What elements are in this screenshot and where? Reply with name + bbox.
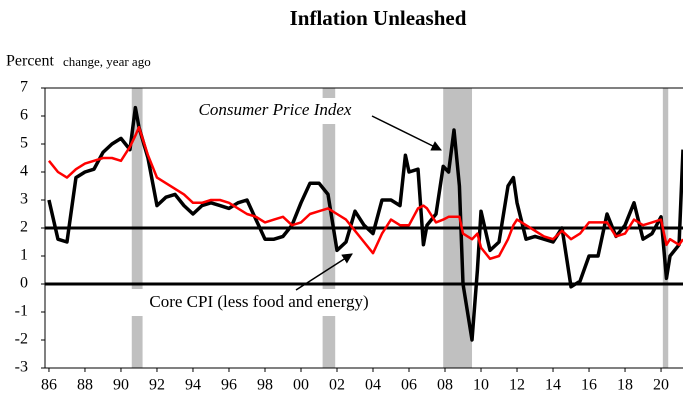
annotation: Core CPI (less food and energy) — [149, 292, 368, 311]
label-bg — [176, 98, 374, 124]
y-tick-label: -2 — [15, 331, 28, 348]
x-tick-label: 94 — [185, 377, 201, 394]
y-axis-note: change, year ago — [63, 54, 151, 69]
y-tick-label: 3 — [20, 191, 28, 208]
line-layer — [45, 105, 683, 342]
x-tick-label: 18 — [617, 377, 633, 394]
x-tick-label: 14 — [545, 377, 561, 394]
x-tick-label: 08 — [437, 377, 453, 394]
x-tick-label: 96 — [221, 377, 237, 394]
x-tick-label: 20 — [653, 377, 669, 394]
x-tick-label: 86 — [41, 377, 57, 394]
x-tick-label: 90 — [113, 377, 129, 394]
x-tick-label: 16 — [581, 377, 597, 394]
x-tick-label: 02 — [329, 377, 345, 394]
x-tick-label: 06 — [401, 377, 417, 394]
y-axis-label: Percent — [6, 53, 55, 70]
y-tick-label: 6 — [20, 107, 28, 124]
y-tick-label: -3 — [15, 359, 28, 376]
x-tick-label: 10 — [473, 377, 489, 394]
annotation-arrow — [295, 253, 353, 291]
y-tick-label: -1 — [15, 303, 28, 320]
y-tick-label: 4 — [20, 163, 28, 180]
x-tick-label: 92 — [149, 377, 165, 394]
x-tick-label: 88 — [77, 377, 93, 394]
label-bg — [118, 289, 400, 316]
x-tick-label: 04 — [365, 377, 381, 394]
y-tick-label: 0 — [20, 275, 28, 292]
y-tick-label: 1 — [20, 247, 28, 264]
chart-title: Inflation Unleashed — [290, 6, 467, 30]
series-line — [47, 125, 683, 261]
y-tick-label: 5 — [20, 135, 28, 152]
annotation: Consumer Price Index — [199, 100, 352, 119]
x-tick-label: 00 — [293, 377, 309, 394]
annotation-arrow — [371, 115, 442, 151]
y-tick-label: 2 — [20, 219, 28, 236]
x-tick-label: 98 — [257, 377, 273, 394]
x-tick-label: 12 — [509, 377, 525, 394]
y-tick-label: 7 — [20, 79, 28, 96]
series-line — [47, 105, 683, 342]
